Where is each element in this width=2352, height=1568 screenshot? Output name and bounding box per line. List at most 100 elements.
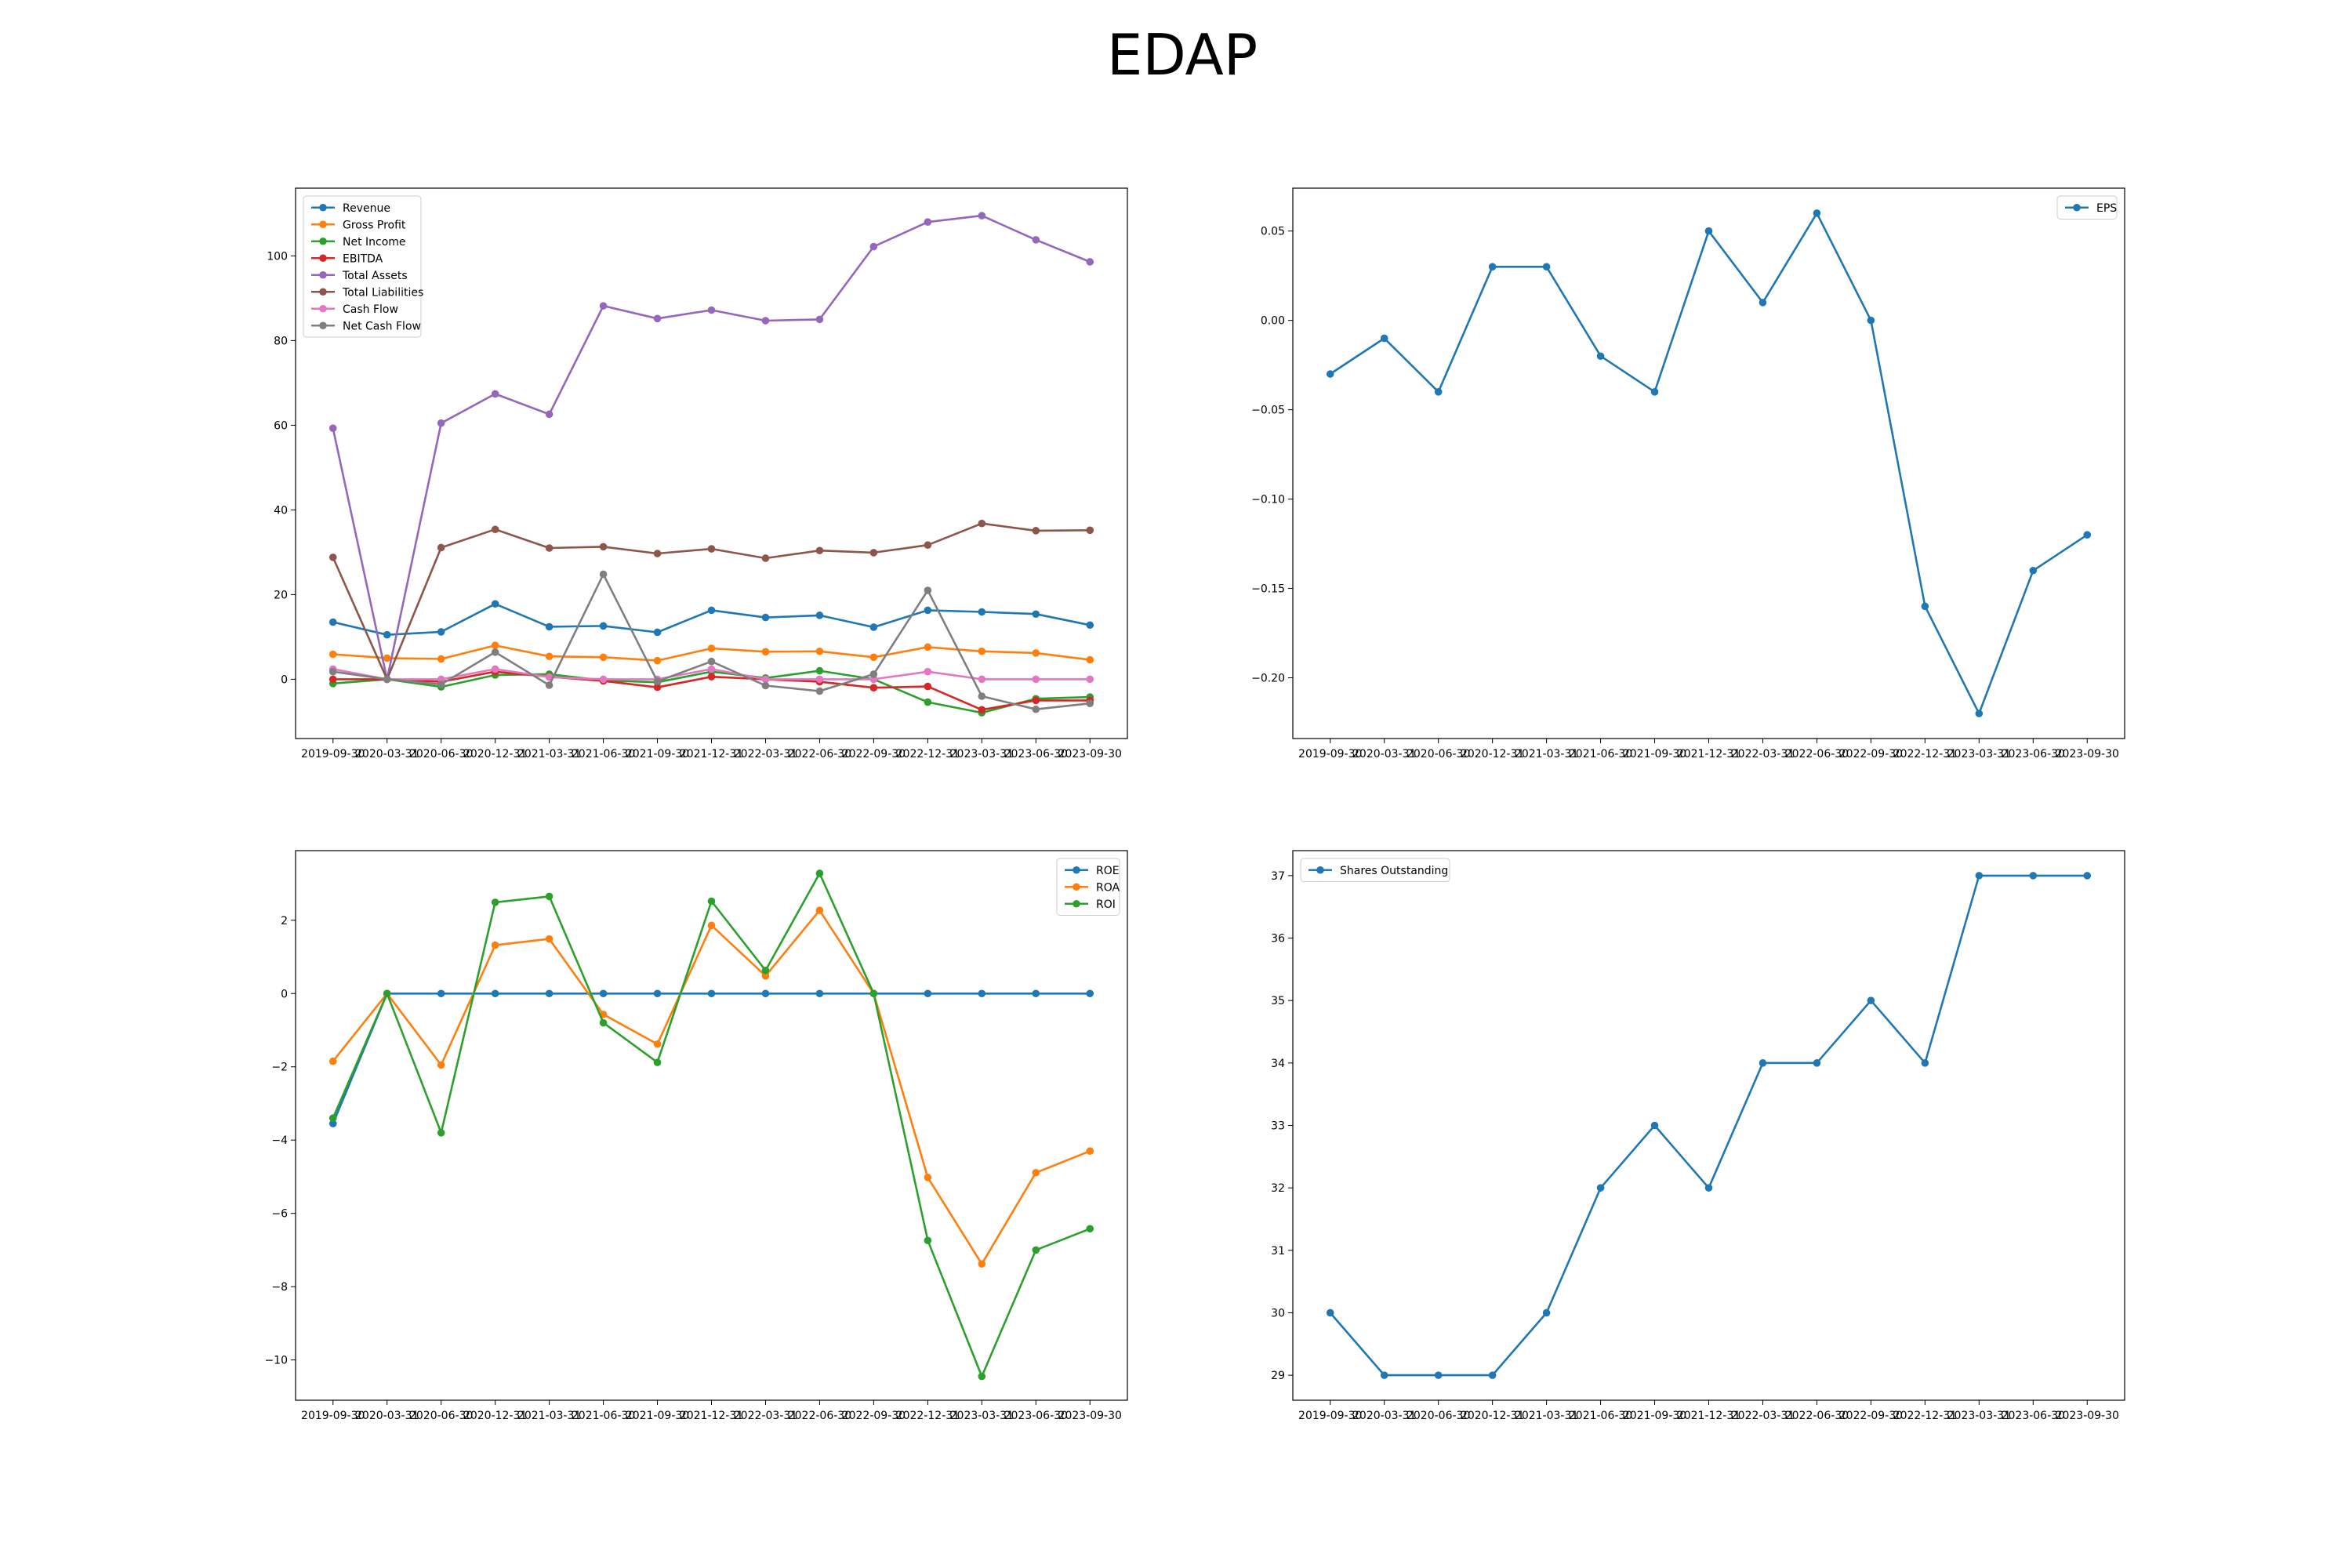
data-point <box>328 1120 337 1127</box>
data-point <box>491 989 499 998</box>
x-tick-label: 2021-09-30 <box>626 1410 689 1422</box>
legend-entry: ROA <box>1065 881 1120 894</box>
legend-label: Revenue <box>343 202 390 215</box>
x-tick-label: 2019-09-30 <box>301 748 365 760</box>
x-tick-label: 2020-03-31 <box>1352 748 1416 760</box>
data-point <box>1921 602 1929 611</box>
x-tick-label: 2020-06-30 <box>1406 748 1470 760</box>
data-point <box>328 554 337 561</box>
data-point <box>491 648 499 656</box>
legend-entry: Total Assets <box>311 270 408 282</box>
legend-label: EBITDA <box>343 252 383 265</box>
data-point <box>545 410 554 419</box>
legend: Revenue Gross Profit Net Income EBITDA Total… <box>303 195 423 338</box>
data-point <box>924 606 932 615</box>
y-tick-label: −2 <box>271 1062 288 1074</box>
legend-marker <box>319 254 327 263</box>
data-point <box>328 650 337 659</box>
data-point <box>2029 872 2038 880</box>
data-point <box>707 306 716 314</box>
data-point <box>383 630 391 639</box>
legend-entry: Total Liabilities <box>311 286 423 299</box>
y-tick-label: 30 <box>1271 1307 1285 1319</box>
data-point <box>491 665 499 673</box>
x-tick-label: 2023-03-31 <box>950 1410 1014 1422</box>
data-point <box>815 315 824 324</box>
data-point <box>978 692 986 700</box>
data-point <box>815 675 824 684</box>
data-point <box>653 628 662 637</box>
data-point <box>1086 621 1094 630</box>
x-tick-label: 2022-06-30 <box>788 1410 851 1422</box>
data-point <box>328 675 337 684</box>
data-point <box>1086 1147 1094 1156</box>
data-point <box>978 1372 986 1381</box>
legend-label: ROA <box>1096 881 1120 894</box>
data-point <box>1326 370 1334 378</box>
legend-label: Cash Flow <box>343 303 398 316</box>
data-point <box>924 1236 932 1245</box>
y-tick-label: 29 <box>1271 1370 1285 1382</box>
data-point <box>545 673 554 681</box>
data-point <box>328 1114 337 1122</box>
data-point <box>707 921 716 930</box>
y-tick-label: −6 <box>271 1208 288 1221</box>
subplot-3: −10 −8 −6 −4 −2 0 2 2019-09-302020-03-312020-06… <box>264 850 1128 1422</box>
y-tick-label: 100 <box>267 250 288 263</box>
series-total-assets <box>328 212 1094 684</box>
data-point <box>1704 1184 1713 1192</box>
data-point <box>437 419 445 427</box>
data-point <box>1032 705 1040 713</box>
data-point <box>815 989 824 998</box>
y-tick-label: −0.05 <box>1251 405 1285 417</box>
x-tick-label: 2019-09-30 <box>1298 1410 1362 1422</box>
data-point <box>328 667 337 676</box>
legend-marker <box>319 288 327 296</box>
subplot-4: 2930313233343536372019-09-302020-03-3120… <box>1271 850 2125 1422</box>
legend-entry: EBITDA <box>311 252 383 265</box>
x-tick-label: 2023-06-30 <box>1004 748 1068 760</box>
data-point <box>491 898 499 906</box>
data-point <box>1086 526 1094 535</box>
data-point <box>1086 699 1094 707</box>
y-tick-label: −4 <box>271 1134 288 1147</box>
x-tick-label: 2023-09-30 <box>2056 748 2119 760</box>
x-tick-label: 2022-03-31 <box>734 1410 797 1422</box>
data-point <box>383 654 391 662</box>
data-point <box>707 657 716 666</box>
data-point <box>491 941 499 949</box>
data-point <box>1032 649 1040 657</box>
x-tick-label: 2021-12-31 <box>1677 748 1740 760</box>
x-tick-label: 2022-03-31 <box>1731 1410 1795 1422</box>
x-tick-label: 2022-06-30 <box>1785 1410 1849 1422</box>
y-tick-label: 35 <box>1271 995 1285 1007</box>
y-tick-label: 0 <box>281 988 288 1000</box>
data-point <box>761 317 770 325</box>
data-point <box>545 544 554 552</box>
data-point <box>1086 258 1094 266</box>
data-point <box>1032 527 1040 535</box>
figure-title: EDAP <box>1107 22 1258 88</box>
x-tick-label: 2023-03-31 <box>1947 748 2011 760</box>
data-point <box>1813 1059 1821 1067</box>
legend-marker <box>319 220 327 229</box>
x-tick-label: 2021-09-30 <box>1623 1410 1686 1422</box>
legend-label: Total Liabilities <box>342 286 423 299</box>
x-tick-label: 2022-06-30 <box>788 748 851 760</box>
data-point <box>707 545 716 553</box>
data-point <box>1759 1059 1767 1067</box>
x-tick-label: 2022-06-30 <box>1785 748 1849 760</box>
data-point <box>761 648 770 656</box>
x-tick-label: 2021-09-30 <box>1623 748 1686 760</box>
data-point <box>815 666 824 675</box>
x-tick-label: 2023-09-30 <box>1058 1410 1122 1422</box>
x-tick-label: 2023-03-31 <box>950 748 1014 760</box>
data-point <box>1650 1121 1659 1130</box>
data-point <box>1975 872 1984 880</box>
data-point <box>653 314 662 323</box>
data-point <box>1434 388 1443 396</box>
data-point <box>707 665 716 673</box>
x-tick-label: 2020-12-31 <box>463 1410 527 1422</box>
y-tick-label: 31 <box>1271 1245 1285 1258</box>
